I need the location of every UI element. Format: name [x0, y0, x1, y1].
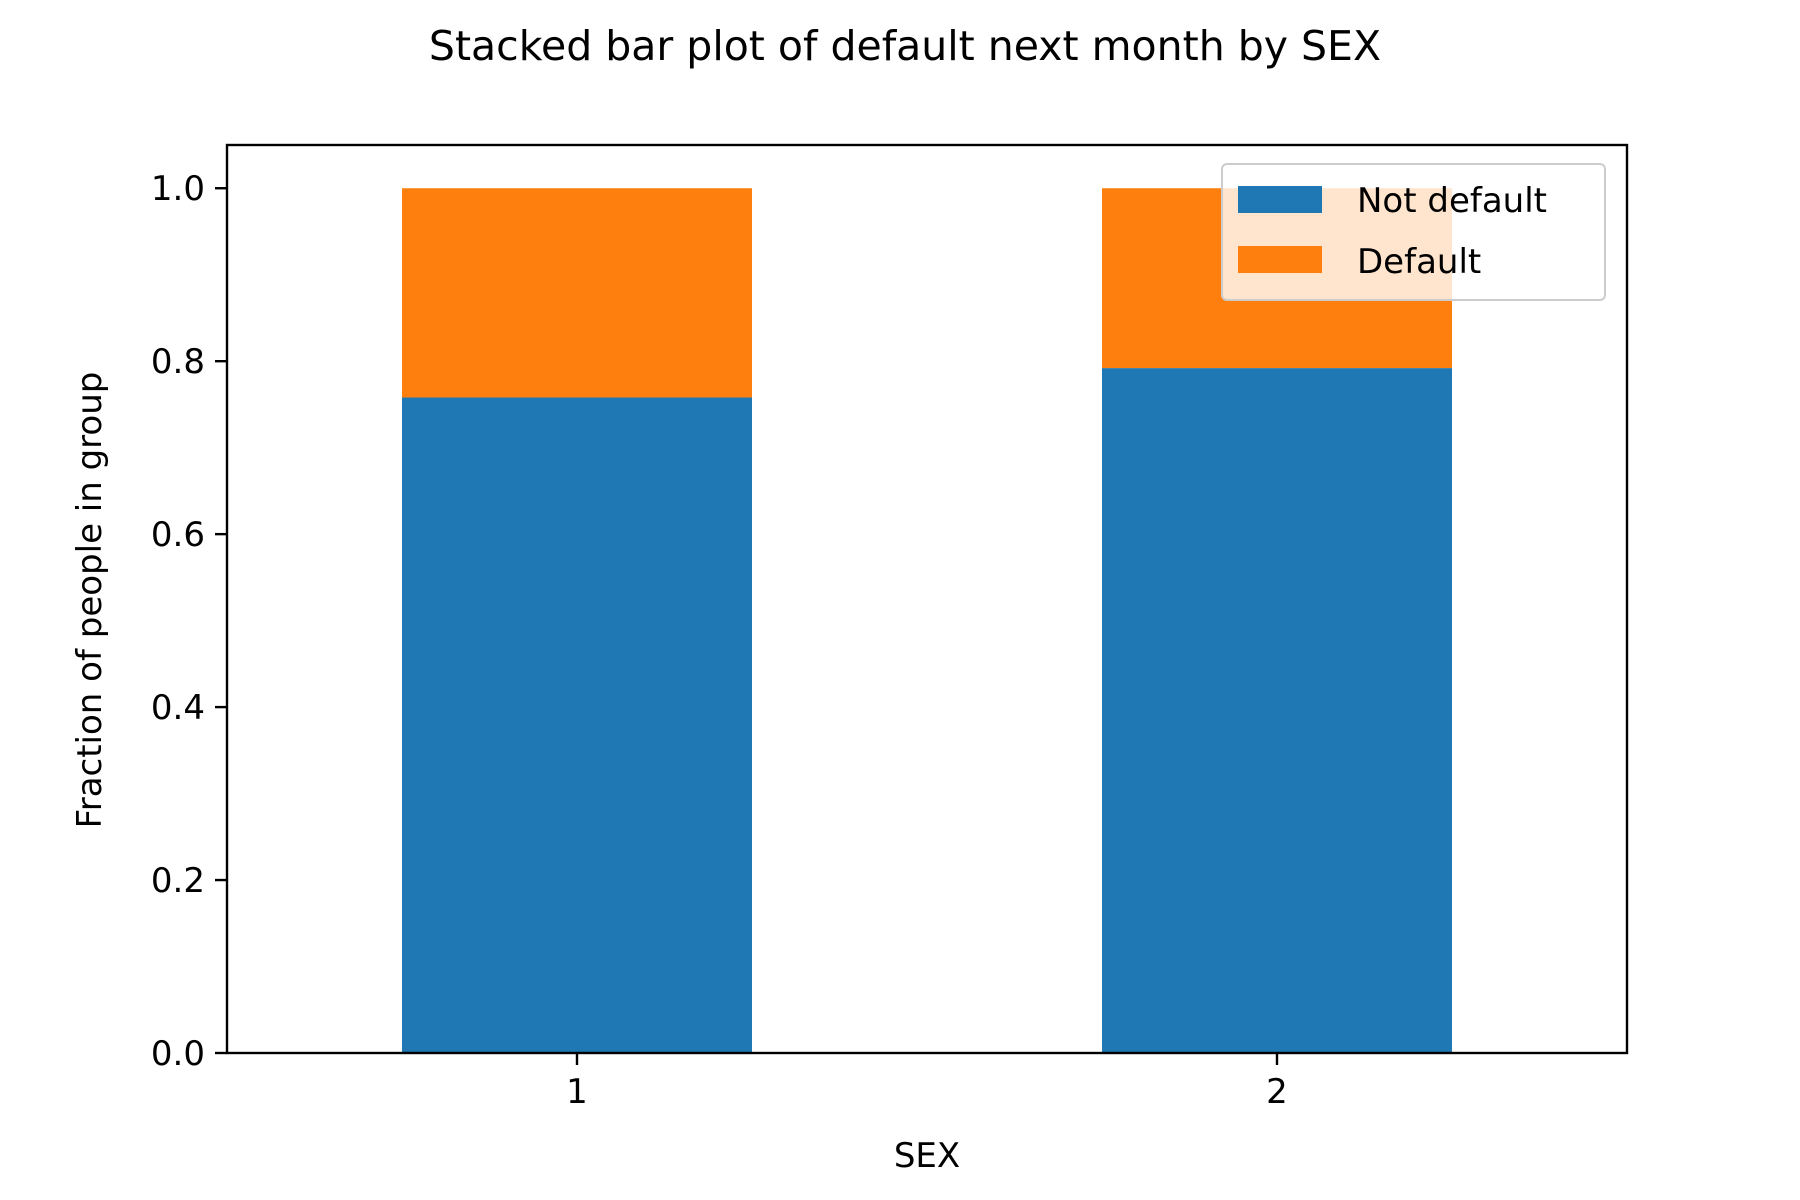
bar-not-default-2 [1102, 368, 1452, 1053]
x-tick-label: 1 [566, 1072, 588, 1112]
y-tick-label: 0.2 [151, 861, 205, 901]
legend: Not default Default [1221, 163, 1606, 301]
y-tick-label: 0.4 [151, 688, 205, 728]
y-axis: 0.0 0.2 0.4 0.6 0.8 1.0 [151, 169, 227, 1074]
legend-label-default: Default [1357, 242, 1481, 282]
bar-default-1 [402, 188, 752, 398]
chart-title: Stacked bar plot of default next month b… [429, 22, 1381, 70]
x-axis-label: SEX [894, 1136, 960, 1176]
legend-label-not-default: Not default [1357, 181, 1547, 221]
bar-not-default-1 [402, 397, 752, 1053]
x-tick-label: 2 [1266, 1072, 1288, 1112]
y-tick-label: 0.0 [151, 1034, 205, 1074]
y-axis-label: Fraction of people in group [70, 372, 110, 829]
y-tick-label: 1.0 [151, 169, 205, 209]
legend-swatch-default [1238, 246, 1322, 273]
legend-swatch-not-default [1238, 186, 1322, 213]
y-tick-label: 0.6 [151, 515, 205, 555]
plot-area-frame [225, 143, 1629, 1055]
y-tick-label: 0.8 [151, 342, 205, 382]
bars-layer [402, 188, 1452, 1053]
